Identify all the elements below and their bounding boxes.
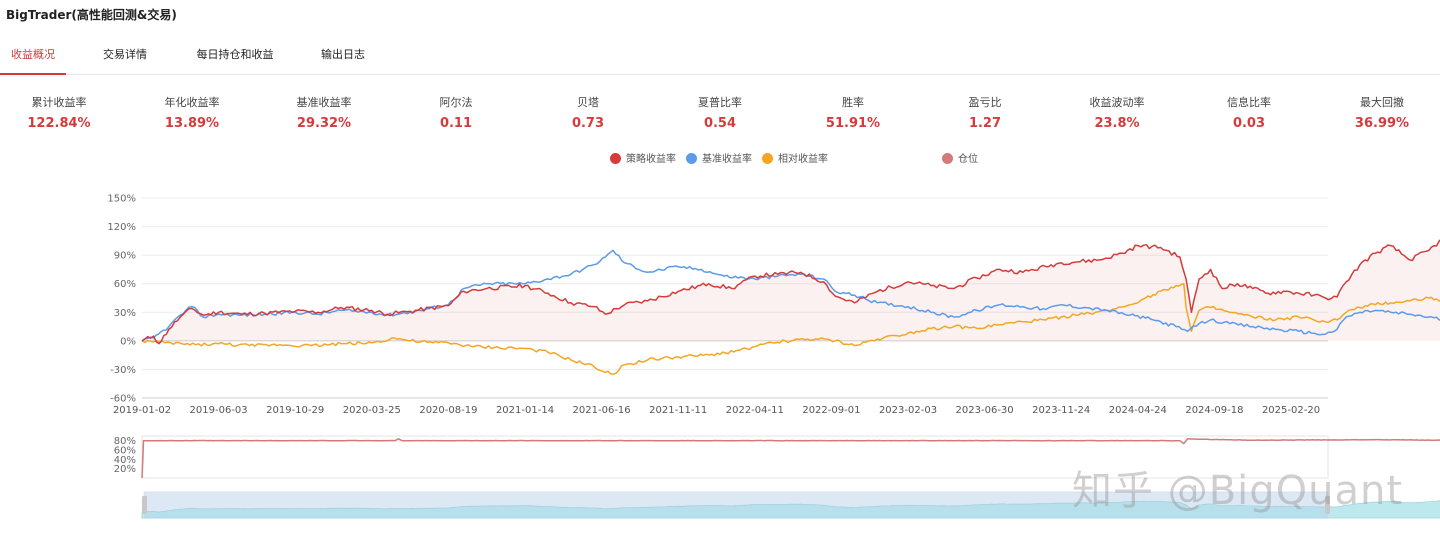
- metric-volatility: 收益波动率 23.8%: [1062, 94, 1172, 131]
- metric-value: 0.54: [703, 116, 737, 131]
- x-tick-label: 2024-09-18: [1185, 405, 1243, 416]
- metric-value: 23.8%: [1094, 116, 1140, 131]
- legend-dot-icon: [686, 153, 697, 164]
- position-y-tick-label: 40%: [114, 455, 136, 466]
- x-tick-label: 2020-08-19: [419, 405, 477, 416]
- x-tick-label: 2019-10-29: [266, 405, 324, 416]
- x-tick-label: 2022-09-01: [802, 405, 860, 416]
- metric-value: 29.32%: [296, 116, 352, 131]
- legend-dot-icon: [610, 153, 621, 164]
- tab-bar: 收益概况 交易详情 每日持仓和收益 输出日志: [0, 40, 1440, 75]
- x-tick-label: 2023-11-24: [1032, 405, 1090, 416]
- x-tick-label: 2021-11-11: [649, 405, 707, 416]
- metric-value: 1.27: [968, 116, 1002, 131]
- metric-label: 夏普比率: [698, 96, 742, 109]
- metric-value: 0.11: [439, 116, 473, 131]
- zoom-window-selection[interactable]: [144, 492, 1328, 518]
- x-tick-label: 2019-01-02: [113, 405, 171, 416]
- y-tick-label: 90%: [114, 251, 136, 262]
- metric-profit-loss-ratio: 盈亏比 1.27: [930, 94, 1040, 131]
- zoom-handle-right[interactable]: [1325, 496, 1330, 514]
- tab-trade-details[interactable]: 交易详情: [103, 48, 147, 61]
- x-tick-label: 2019-06-03: [190, 405, 248, 416]
- metric-label: 年化收益率: [164, 96, 220, 109]
- x-tick-label: 2021-06-16: [573, 405, 631, 416]
- position-line[interactable]: [141, 437, 1440, 479]
- metric-label: 胜率: [842, 96, 864, 109]
- legend-relative-return[interactable]: 相对收益率: [762, 150, 828, 165]
- watermark: 知乎 @BigQuant: [1072, 468, 1404, 514]
- y-tick-label: -60%: [110, 394, 136, 405]
- metric-value: 0.73: [571, 116, 605, 131]
- x-tick-label: 2025-02-20: [1262, 405, 1320, 416]
- y-tick-label: 150%: [107, 194, 136, 205]
- zoom-preview-area: [141, 500, 1440, 519]
- metric-label: 信息比率: [1227, 96, 1271, 109]
- legend-position[interactable]: 仓位: [942, 150, 978, 165]
- y-tick-label: 60%: [114, 279, 136, 290]
- metric-label: 最大回撤: [1360, 96, 1404, 109]
- tab-daily-positions[interactable]: 每日持仓和收益: [196, 48, 274, 61]
- metric-value: 122.84%: [27, 116, 91, 131]
- metric-beta: 贝塔 0.73: [533, 94, 643, 131]
- y-tick-label: 120%: [107, 222, 136, 233]
- metric-win-rate: 胜率 51.91%: [798, 94, 908, 131]
- legend-label: 策略收益率: [626, 154, 676, 165]
- zoom-handle-left[interactable]: [142, 496, 147, 514]
- metric-label: 累计收益率: [31, 96, 87, 109]
- legend-strategy-return[interactable]: 策略收益率: [610, 150, 676, 165]
- legend-benchmark-return[interactable]: 基准收益率: [686, 150, 752, 165]
- app-title: BigTrader(高性能回测&交易): [6, 8, 177, 22]
- position-chart-frame: [141, 435, 1329, 479]
- tab-output-log[interactable]: 输出日志: [321, 48, 365, 61]
- position-y-tick-label: 80%: [114, 436, 136, 447]
- chart-legend: 策略收益率 基准收益率 相对收益率 仓位: [0, 150, 1440, 166]
- metric-label: 基准收益率: [296, 96, 352, 109]
- metric-label: 盈亏比: [968, 96, 1002, 109]
- x-tick-label: 2020-03-25: [343, 405, 401, 416]
- metric-cumulative-return: 累计收益率 122.84%: [4, 94, 114, 131]
- legend-dot-icon: [762, 153, 773, 164]
- metric-max-drawdown: 最大回撤 36.99%: [1327, 94, 1437, 131]
- metric-value: 51.91%: [825, 116, 881, 131]
- x-tick-label: 2022-04-11: [726, 405, 784, 416]
- position-y-tick-label: 60%: [114, 446, 136, 457]
- relative-return-line[interactable]: [141, 280, 1440, 375]
- metric-information-ratio: 信息比率 0.03: [1194, 94, 1304, 131]
- y-tick-label: -30%: [110, 365, 136, 376]
- legend-dot-icon: [942, 153, 953, 164]
- legend-label: 相对收益率: [778, 154, 828, 165]
- strategy-return-line[interactable]: [141, 219, 1440, 345]
- x-tick-label: 2023-02-03: [879, 405, 937, 416]
- y-tick-label: 30%: [114, 308, 136, 319]
- metric-value: 0.03: [1232, 116, 1266, 131]
- metric-annual-return: 年化收益率 13.89%: [137, 94, 247, 131]
- metric-sharpe: 夏普比率 0.54: [665, 94, 775, 131]
- metric-value: 13.89%: [164, 116, 220, 131]
- metrics-row: 累计收益率 122.84% 年化收益率 13.89% 基准收益率 29.32% …: [0, 94, 1440, 138]
- metric-label: 阿尔法: [439, 96, 473, 109]
- metric-benchmark-return: 基准收益率 29.32%: [269, 94, 379, 131]
- metric-label: 收益波动率: [1089, 96, 1145, 109]
- x-tick-label: 2021-01-14: [496, 405, 554, 416]
- strategy-area-fill: [142, 241, 1440, 344]
- x-tick-label: 2024-04-24: [1109, 405, 1167, 416]
- legend-label: 仓位: [958, 154, 978, 165]
- metric-alpha: 阿尔法 0.11: [401, 94, 511, 131]
- metric-value: 36.99%: [1354, 116, 1410, 131]
- benchmark-return-line[interactable]: [141, 249, 1440, 342]
- y-tick-label: 0%: [120, 336, 136, 347]
- x-tick-label: 2023-06-30: [956, 405, 1014, 416]
- tab-return-overview[interactable]: 收益概况: [0, 40, 66, 75]
- metric-label: 贝塔: [577, 96, 599, 109]
- position-y-tick-label: 20%: [114, 464, 136, 475]
- legend-label: 基准收益率: [702, 154, 752, 165]
